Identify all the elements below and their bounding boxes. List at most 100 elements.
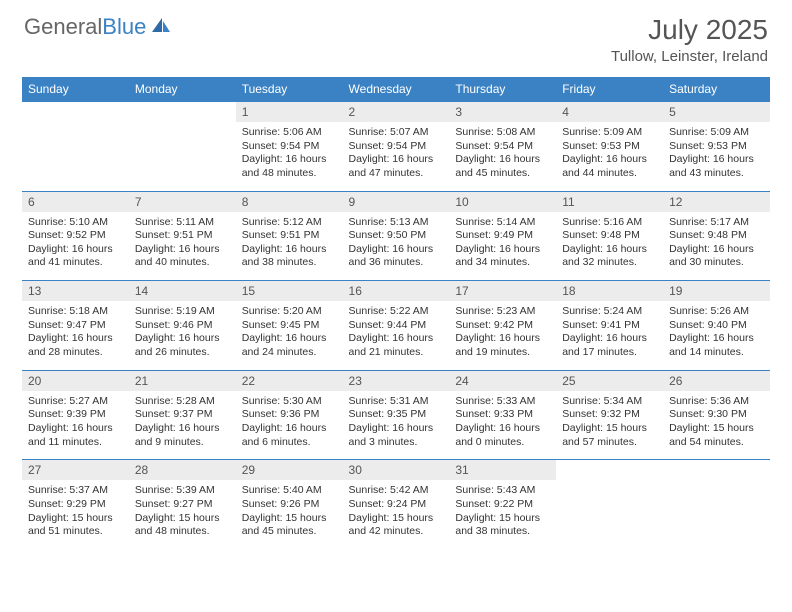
day-header-friday: Friday: [556, 77, 663, 102]
day-details: Sunrise: 5:19 AMSunset: 9:46 PMDaylight:…: [129, 301, 236, 370]
day-number: 20: [22, 371, 129, 391]
day-details: Sunrise: 5:31 AMSunset: 9:35 PMDaylight:…: [343, 391, 450, 460]
day-details: Sunrise: 5:14 AMSunset: 9:49 PMDaylight:…: [449, 212, 556, 281]
calendar-body: .......... 1Sunrise: 5:06 AMSunset: 9:54 …: [22, 102, 770, 549]
calendar-table: SundayMondayTuesdayWednesdayThursdayFrid…: [22, 77, 770, 549]
calendar-cell: 7Sunrise: 5:11 AMSunset: 9:51 PMDaylight…: [129, 191, 236, 281]
calendar-cell: 9Sunrise: 5:13 AMSunset: 9:50 PMDaylight…: [343, 191, 450, 281]
calendar-cell: 15Sunrise: 5:20 AMSunset: 9:45 PMDayligh…: [236, 281, 343, 371]
day-details: Sunrise: 5:43 AMSunset: 9:22 PMDaylight:…: [449, 480, 556, 549]
header: GeneralBlue July 2025 Tullow, Leinster, …: [0, 0, 792, 71]
day-number: 18: [556, 281, 663, 301]
day-number: 23: [343, 371, 450, 391]
logo: GeneralBlue: [24, 14, 172, 40]
calendar-cell-empty: .....: [663, 460, 770, 549]
day-details: Sunrise: 5:20 AMSunset: 9:45 PMDaylight:…: [236, 301, 343, 370]
day-number: 6: [22, 192, 129, 212]
calendar-cell: 3Sunrise: 5:08 AMSunset: 9:54 PMDaylight…: [449, 102, 556, 192]
calendar-cell: 17Sunrise: 5:23 AMSunset: 9:42 PMDayligh…: [449, 281, 556, 371]
day-number: 24: [449, 371, 556, 391]
day-details: Sunrise: 5:16 AMSunset: 9:48 PMDaylight:…: [556, 212, 663, 281]
calendar-cell: 30Sunrise: 5:42 AMSunset: 9:24 PMDayligh…: [343, 460, 450, 549]
day-number: 5: [663, 102, 770, 122]
day-header-thursday: Thursday: [449, 77, 556, 102]
day-header-saturday: Saturday: [663, 77, 770, 102]
calendar-row: 6Sunrise: 5:10 AMSunset: 9:52 PMDaylight…: [22, 191, 770, 281]
brand-part2: Blue: [102, 14, 146, 40]
day-details: Sunrise: 5:26 AMSunset: 9:40 PMDaylight:…: [663, 301, 770, 370]
calendar-cell: 10Sunrise: 5:14 AMSunset: 9:49 PMDayligh…: [449, 191, 556, 281]
day-number: 9: [343, 192, 450, 212]
day-details: Sunrise: 5:17 AMSunset: 9:48 PMDaylight:…: [663, 212, 770, 281]
day-number: 15: [236, 281, 343, 301]
day-details: Sunrise: 5:08 AMSunset: 9:54 PMDaylight:…: [449, 122, 556, 191]
day-header-wednesday: Wednesday: [343, 77, 450, 102]
day-number: 17: [449, 281, 556, 301]
calendar-cell: 31Sunrise: 5:43 AMSunset: 9:22 PMDayligh…: [449, 460, 556, 549]
day-number: 14: [129, 281, 236, 301]
day-number: 26: [663, 371, 770, 391]
day-header-row: SundayMondayTuesdayWednesdayThursdayFrid…: [22, 77, 770, 102]
day-number: 16: [343, 281, 450, 301]
calendar-cell: 14Sunrise: 5:19 AMSunset: 9:46 PMDayligh…: [129, 281, 236, 371]
day-header-monday: Monday: [129, 77, 236, 102]
calendar-cell: 16Sunrise: 5:22 AMSunset: 9:44 PMDayligh…: [343, 281, 450, 371]
calendar-cell: 6Sunrise: 5:10 AMSunset: 9:52 PMDaylight…: [22, 191, 129, 281]
day-details: Sunrise: 5:24 AMSunset: 9:41 PMDaylight:…: [556, 301, 663, 370]
day-number: 3: [449, 102, 556, 122]
day-details: Sunrise: 5:40 AMSunset: 9:26 PMDaylight:…: [236, 480, 343, 549]
day-details: Sunrise: 5:23 AMSunset: 9:42 PMDaylight:…: [449, 301, 556, 370]
day-number: 21: [129, 371, 236, 391]
calendar-row: 27Sunrise: 5:37 AMSunset: 9:29 PMDayligh…: [22, 460, 770, 549]
location-text: Tullow, Leinster, Ireland: [611, 48, 768, 65]
day-number: 31: [449, 460, 556, 480]
day-details: Sunrise: 5:09 AMSunset: 9:53 PMDaylight:…: [556, 122, 663, 191]
day-details: Sunrise: 5:34 AMSunset: 9:32 PMDaylight:…: [556, 391, 663, 460]
day-number: 10: [449, 192, 556, 212]
calendar-cell: 24Sunrise: 5:33 AMSunset: 9:33 PMDayligh…: [449, 370, 556, 460]
day-details: Sunrise: 5:30 AMSunset: 9:36 PMDaylight:…: [236, 391, 343, 460]
day-number: 7: [129, 192, 236, 212]
day-details: Sunrise: 5:22 AMSunset: 9:44 PMDaylight:…: [343, 301, 450, 370]
calendar-cell: 11Sunrise: 5:16 AMSunset: 9:48 PMDayligh…: [556, 191, 663, 281]
calendar-cell: 5Sunrise: 5:09 AMSunset: 9:53 PMDaylight…: [663, 102, 770, 192]
day-number: 30: [343, 460, 450, 480]
day-details: Sunrise: 5:12 AMSunset: 9:51 PMDaylight:…: [236, 212, 343, 281]
calendar-row: ..........1Sunrise: 5:06 AMSunset: 9:54 …: [22, 102, 770, 192]
calendar-cell-empty: .....: [556, 460, 663, 549]
calendar-row: 13Sunrise: 5:18 AMSunset: 9:47 PMDayligh…: [22, 281, 770, 371]
calendar-cell: 19Sunrise: 5:26 AMSunset: 9:40 PMDayligh…: [663, 281, 770, 371]
brand-part1: General: [24, 14, 102, 40]
calendar-cell: 18Sunrise: 5:24 AMSunset: 9:41 PMDayligh…: [556, 281, 663, 371]
calendar-cell: 12Sunrise: 5:17 AMSunset: 9:48 PMDayligh…: [663, 191, 770, 281]
day-details: Sunrise: 5:09 AMSunset: 9:53 PMDaylight:…: [663, 122, 770, 191]
day-number: 1: [236, 102, 343, 122]
calendar-cell: 23Sunrise: 5:31 AMSunset: 9:35 PMDayligh…: [343, 370, 450, 460]
day-number: 12: [663, 192, 770, 212]
day-details: Sunrise: 5:28 AMSunset: 9:37 PMDaylight:…: [129, 391, 236, 460]
day-number: 11: [556, 192, 663, 212]
day-number: 4: [556, 102, 663, 122]
calendar-cell: 28Sunrise: 5:39 AMSunset: 9:27 PMDayligh…: [129, 460, 236, 549]
day-details: Sunrise: 5:18 AMSunset: 9:47 PMDaylight:…: [22, 301, 129, 370]
day-details: Sunrise: 5:06 AMSunset: 9:54 PMDaylight:…: [236, 122, 343, 191]
calendar-cell: 4Sunrise: 5:09 AMSunset: 9:53 PMDaylight…: [556, 102, 663, 192]
calendar-cell: 29Sunrise: 5:40 AMSunset: 9:26 PMDayligh…: [236, 460, 343, 549]
calendar-cell: 25Sunrise: 5:34 AMSunset: 9:32 PMDayligh…: [556, 370, 663, 460]
day-number: 8: [236, 192, 343, 212]
day-details: Sunrise: 5:07 AMSunset: 9:54 PMDaylight:…: [343, 122, 450, 191]
day-details: Sunrise: 5:10 AMSunset: 9:52 PMDaylight:…: [22, 212, 129, 281]
day-number: 22: [236, 371, 343, 391]
day-number: 13: [22, 281, 129, 301]
day-number: 25: [556, 371, 663, 391]
calendar-row: 20Sunrise: 5:27 AMSunset: 9:39 PMDayligh…: [22, 370, 770, 460]
title-block: July 2025 Tullow, Leinster, Ireland: [611, 14, 768, 65]
calendar-cell: 20Sunrise: 5:27 AMSunset: 9:39 PMDayligh…: [22, 370, 129, 460]
calendar-cell: 22Sunrise: 5:30 AMSunset: 9:36 PMDayligh…: [236, 370, 343, 460]
day-number: 2: [343, 102, 450, 122]
day-details: Sunrise: 5:33 AMSunset: 9:33 PMDaylight:…: [449, 391, 556, 460]
day-details: Sunrise: 5:11 AMSunset: 9:51 PMDaylight:…: [129, 212, 236, 281]
day-number: 29: [236, 460, 343, 480]
day-header-sunday: Sunday: [22, 77, 129, 102]
calendar-cell: 2Sunrise: 5:07 AMSunset: 9:54 PMDaylight…: [343, 102, 450, 192]
